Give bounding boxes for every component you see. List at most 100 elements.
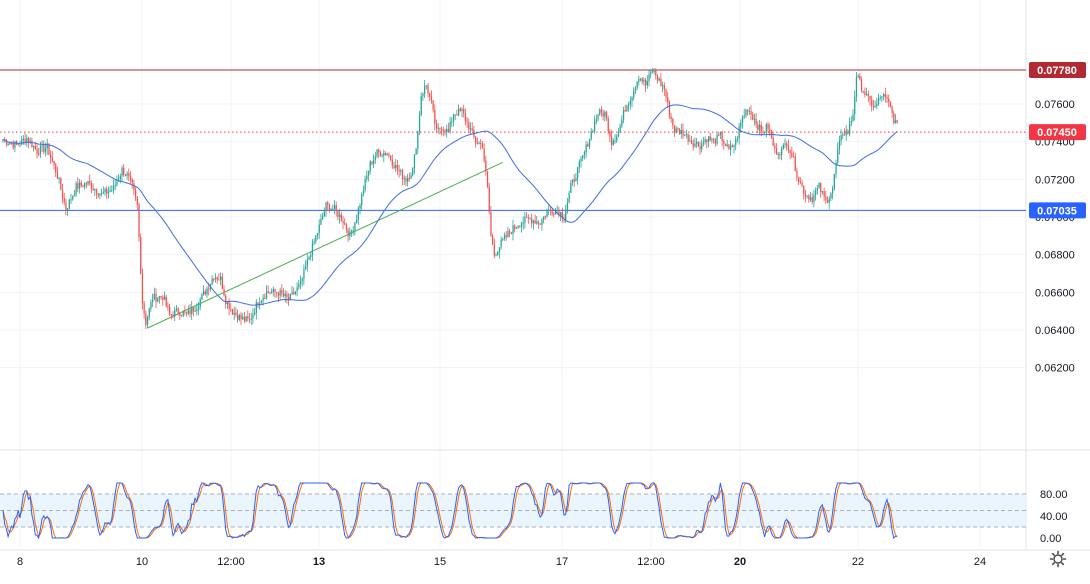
- candle-body: [386, 153, 388, 156]
- candle-body: [483, 148, 485, 161]
- candle-body: [789, 150, 791, 154]
- candle-body: [398, 170, 400, 172]
- candle-body: [75, 183, 77, 195]
- candle-body: [101, 192, 103, 194]
- candles-layer: [2, 67, 898, 329]
- price-axis[interactable]: 0.062000.064000.066000.068000.070000.072…: [1035, 99, 1075, 545]
- candle-body: [876, 103, 878, 106]
- candle-body: [512, 225, 514, 234]
- candle-body: [267, 291, 269, 293]
- time-axis-tick-label: 12:00: [217, 556, 245, 568]
- candle-body: [378, 149, 380, 153]
- candle-body: [38, 153, 40, 155]
- candle-body: [41, 145, 43, 147]
- candle-body: [345, 224, 348, 230]
- candle-body: [444, 130, 446, 133]
- candle-body: [223, 289, 225, 296]
- candle-body: [106, 188, 108, 194]
- candle-body: [82, 185, 84, 187]
- price-axis-tick-label: 0.06400: [1035, 325, 1075, 337]
- candle-body: [233, 312, 235, 315]
- candle-body: [158, 295, 161, 299]
- horizontal-lines: [0, 69, 1026, 211]
- candle-body: [191, 307, 193, 315]
- candle-body: [588, 138, 591, 147]
- candle-body: [517, 226, 519, 228]
- candle-body: [872, 106, 875, 108]
- candle-body: [787, 145, 790, 151]
- candle-body: [70, 199, 72, 201]
- candle-body: [600, 109, 603, 113]
- candle-body: [687, 133, 689, 142]
- candle-body: [454, 114, 456, 116]
- candle-body: [621, 119, 623, 126]
- candle-body: [879, 97, 881, 99]
- candle-body: [624, 110, 626, 112]
- price-tag-label: 0.07450: [1037, 127, 1077, 139]
- candle-body: [458, 108, 460, 116]
- candle-body: [585, 144, 587, 153]
- candle-body: [468, 122, 470, 130]
- candle-body: [131, 179, 133, 184]
- candle-body: [813, 194, 815, 203]
- time-axis[interactable]: 8 10 12:00 13 15 17 12:00 20 22 24: [17, 556, 986, 568]
- candle-body: [461, 108, 463, 111]
- candle-body: [697, 141, 699, 147]
- candle-body: [833, 173, 835, 189]
- candle-body: [514, 225, 516, 229]
- candle-body: [126, 173, 128, 176]
- candle-body: [194, 310, 196, 312]
- candle-body: [889, 101, 892, 108]
- candle-body: [364, 179, 366, 191]
- candle-body: [247, 316, 249, 319]
- candle-body: [690, 140, 693, 144]
- candle-body: [12, 143, 14, 148]
- candle-body: [806, 195, 808, 197]
- candle-body: [405, 178, 407, 182]
- candle-body: [289, 293, 291, 301]
- candle-body: [782, 144, 784, 149]
- candle-body: [43, 145, 45, 152]
- settings-button[interactable]: [1048, 549, 1068, 569]
- candle-body: [801, 182, 803, 186]
- candle-body: [306, 259, 308, 267]
- candle-body: [711, 138, 713, 141]
- candle-body: [121, 167, 123, 176]
- candle-body: [575, 178, 577, 182]
- candle-body: [509, 231, 511, 233]
- candle-body: [408, 177, 410, 179]
- candle-body: [845, 130, 847, 135]
- candle-body: [434, 109, 436, 124]
- candle-body: [350, 230, 353, 232]
- candle-body: [371, 161, 373, 165]
- candle-body: [794, 156, 796, 172]
- candle-body: [825, 196, 827, 201]
- candle-body: [498, 247, 501, 253]
- candle-body: [646, 81, 648, 86]
- candle-body: [141, 273, 144, 304]
- candle-body: [325, 202, 327, 212]
- candle-body: [10, 143, 13, 145]
- candle-body: [61, 189, 64, 199]
- candle-body: [706, 139, 708, 142]
- candle-body: [396, 164, 399, 171]
- candle-body: [89, 180, 91, 184]
- candle-body: [403, 178, 405, 180]
- candle-body: [682, 129, 684, 136]
- candle-body: [63, 198, 65, 203]
- candle-body: [653, 70, 655, 72]
- candle-body: [843, 134, 846, 136]
- candle-body: [238, 315, 240, 320]
- candle-body: [539, 223, 541, 225]
- candle-body: [425, 85, 427, 87]
- candle-body: [728, 144, 730, 150]
- candle-body: [174, 310, 176, 317]
- candle-body: [842, 134, 844, 136]
- candle-body: [566, 202, 569, 212]
- candle-body: [702, 142, 705, 144]
- candle-body: [417, 131, 419, 149]
- candle-body: [390, 155, 392, 160]
- candle-body: [493, 244, 495, 256]
